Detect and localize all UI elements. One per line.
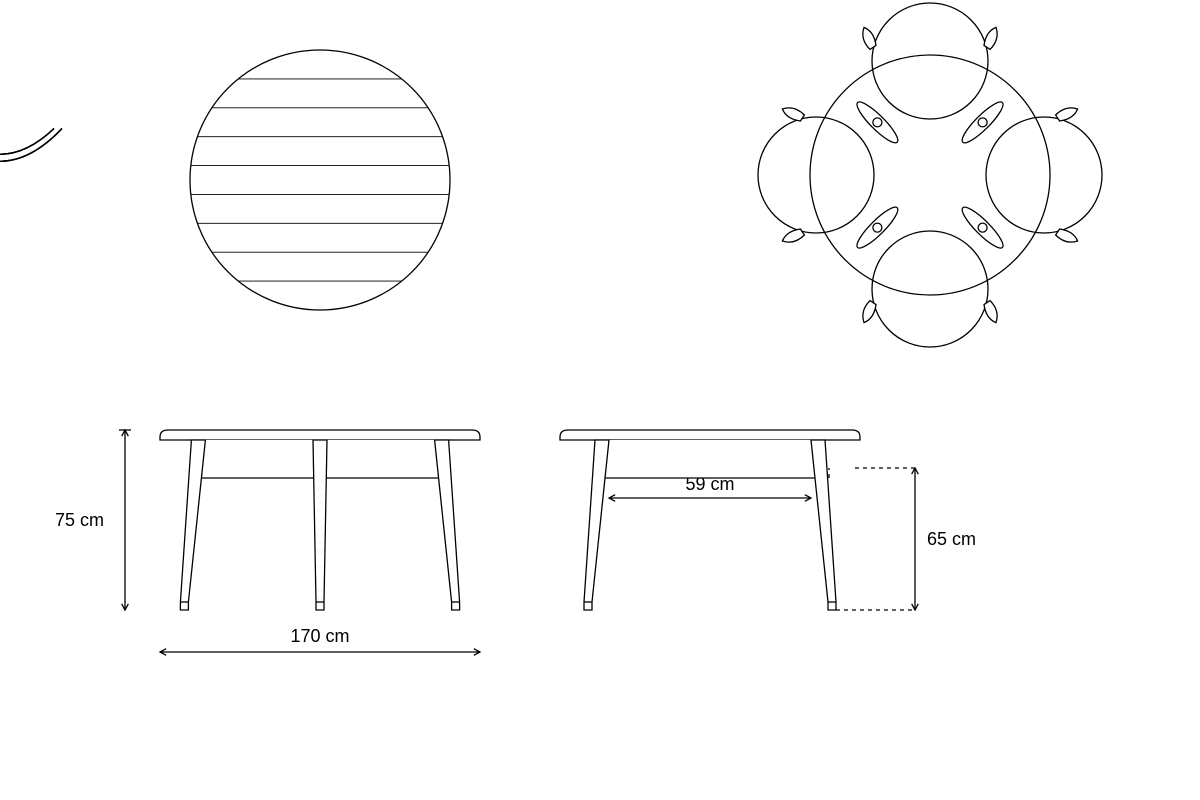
chair-plan (758, 108, 874, 242)
dim-label-height: 75 cm (55, 510, 104, 530)
seating-plan-view (758, 3, 1102, 347)
top-view (190, 50, 450, 310)
chair-plan (863, 231, 997, 347)
chair-plan (986, 108, 1102, 242)
dim-label-clearance: 65 cm (927, 529, 976, 549)
dim-label-width: 170 cm (290, 626, 349, 646)
technical-drawing: 75 cm 170 cm 59 cm 65 cm (0, 0, 1200, 800)
chair-plan (863, 3, 997, 119)
